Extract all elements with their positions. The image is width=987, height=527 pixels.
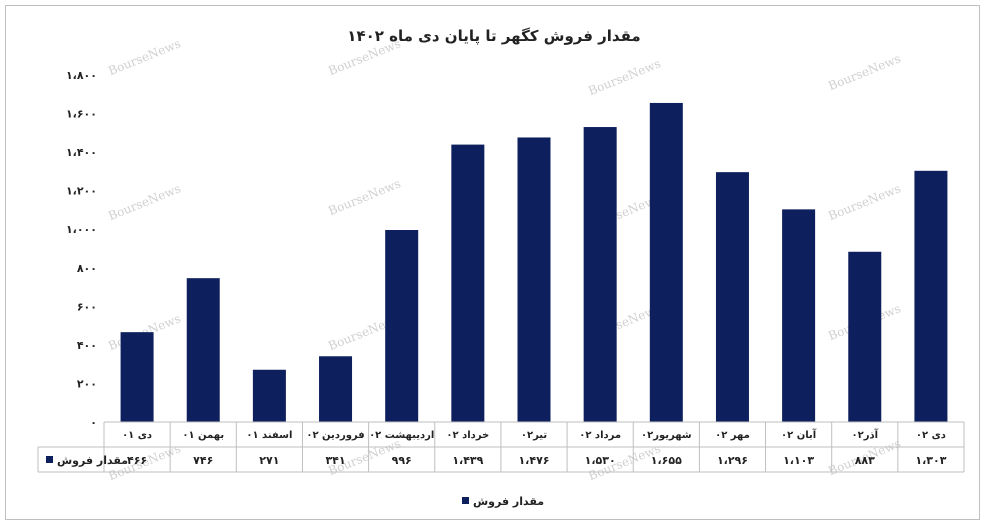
y-tick-label: ۸۰۰	[77, 262, 97, 275]
y-tick-label: ۲۰۰	[77, 377, 97, 390]
bar	[385, 229, 419, 422]
category-label: اسفند ۰۱	[246, 430, 292, 441]
bar	[451, 144, 485, 422]
watermark-text: BourseNews	[326, 176, 402, 218]
y-tick-label: ۱،۴۰۰	[66, 146, 97, 159]
value-label: ۹۹۶	[392, 454, 412, 467]
y-tick-label: ۱،۲۰۰	[66, 185, 97, 198]
value-label: ۴۶۶	[127, 454, 147, 467]
legend-key	[462, 497, 469, 504]
value-label: ۱،۶۵۵	[651, 454, 682, 467]
data-table: دی ۰۱ ۴۶۶ بهمن ۰۱ ۷۴۶ اسفند ۰۱ ۲۷۱ فروردین ۰۲ ۳…	[37, 421, 965, 473]
watermark-text: BourseNews	[106, 181, 182, 223]
table-legend-key	[46, 456, 53, 463]
legend-label: مقدار فروش	[473, 495, 544, 508]
chart-title: مقدار فروش کگهر تا پایان دی ماه ۱۴۰۲	[347, 27, 640, 46]
bar	[649, 102, 683, 423]
value-label: ۷۴۶	[193, 454, 213, 467]
y-tick-label: ۱،۰۰۰	[66, 223, 97, 236]
value-label: ۲۷۱	[259, 454, 279, 467]
value-label: ۱،۲۹۶	[717, 454, 748, 467]
bar	[120, 332, 154, 422]
category-label: آذر۰۲	[851, 428, 878, 441]
y-tick-label: ۱،۸۰۰	[66, 69, 97, 82]
legend: مقدار فروش	[462, 495, 544, 508]
chart-frame: BourseNews BourseNews BourseNews BourseNews…	[5, 5, 980, 520]
bar	[252, 369, 286, 422]
category-label: دی ۰۲	[916, 430, 946, 441]
category-label: دی ۰۱	[122, 430, 152, 441]
bar	[914, 170, 948, 422]
y-tick-label: ۴۰۰	[77, 339, 97, 352]
value-label: ۱،۴۷۶	[518, 454, 549, 467]
bar	[848, 251, 882, 422]
category-label: آبان ۰۲	[781, 428, 817, 441]
table-series-name: مقدار فروش	[57, 454, 128, 467]
category-label: مرداد ۰۲	[579, 430, 621, 441]
category-label: اردیبهشت ۰۲	[369, 430, 434, 441]
watermark-text: BourseNews	[826, 51, 902, 93]
y-axis: ۰ ۲۰۰ ۴۰۰ ۶۰۰ ۸۰۰ ۱،۰۰۰ ۱،۲۰۰ ۱،۴۰۰ ۱،۶۰۰ ۱،۸۰۰	[66, 69, 97, 429]
y-tick-label: ۱،۶۰۰	[66, 108, 97, 121]
value-label: ۸۸۳	[855, 454, 875, 467]
category-label: بهمن ۰۱	[182, 430, 224, 441]
bar	[186, 278, 220, 422]
bar	[319, 356, 353, 422]
y-tick-label: ۶۰۰	[77, 300, 97, 313]
value-label: ۱،۱۰۳	[783, 454, 814, 467]
bar	[782, 209, 816, 422]
bar	[517, 137, 551, 422]
bar-chart: BourseNews BourseNews BourseNews BourseNews…	[37, 27, 965, 508]
bars	[120, 102, 948, 423]
category-label: خرداد ۰۲	[446, 430, 489, 441]
category-label: فروردین ۰۲	[306, 430, 364, 441]
watermark-text: BourseNews	[826, 181, 902, 223]
value-label: ۳۴۱	[325, 454, 345, 467]
watermark-text: BourseNews	[106, 36, 182, 78]
category-label: تیر۰۲	[521, 430, 548, 441]
category-label: شهریور۰۲	[641, 430, 692, 441]
y-tick-label: ۰	[90, 416, 97, 429]
watermark-text: BourseNews	[586, 56, 662, 98]
bar	[583, 127, 617, 423]
value-label: ۱،۳۰۳	[915, 454, 946, 467]
category-label: مهر ۰۲	[715, 430, 750, 441]
value-label: ۱،۴۳۹	[452, 454, 483, 467]
value-label: ۱،۵۳۰	[585, 454, 616, 467]
bar	[715, 172, 749, 422]
